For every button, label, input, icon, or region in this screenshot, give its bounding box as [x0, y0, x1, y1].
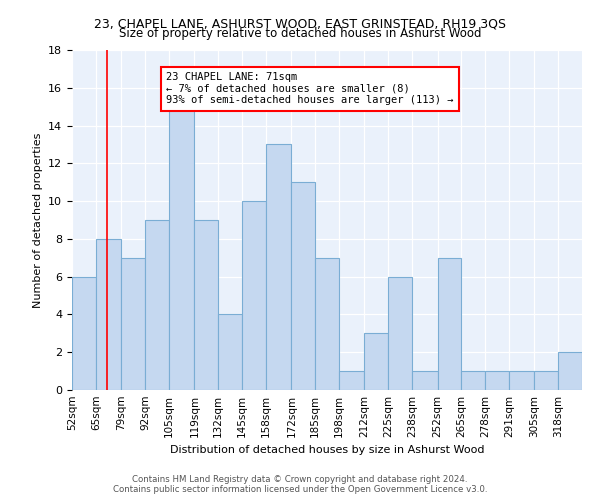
- Bar: [437, 258, 461, 390]
- Bar: [169, 106, 194, 390]
- Bar: [72, 276, 96, 390]
- Bar: [364, 334, 388, 390]
- Bar: [461, 371, 485, 390]
- Bar: [509, 371, 535, 390]
- Bar: [292, 182, 315, 390]
- Bar: [266, 144, 292, 390]
- Bar: [339, 371, 364, 390]
- Bar: [96, 239, 121, 390]
- Bar: [121, 258, 145, 390]
- X-axis label: Distribution of detached houses by size in Ashurst Wood: Distribution of detached houses by size …: [170, 446, 484, 456]
- Bar: [194, 220, 218, 390]
- Bar: [242, 201, 266, 390]
- Text: Contains HM Land Registry data © Crown copyright and database right 2024.
Contai: Contains HM Land Registry data © Crown c…: [113, 474, 487, 494]
- Bar: [145, 220, 169, 390]
- Y-axis label: Number of detached properties: Number of detached properties: [32, 132, 43, 308]
- Bar: [218, 314, 242, 390]
- Bar: [388, 276, 412, 390]
- Bar: [535, 371, 558, 390]
- Bar: [315, 258, 339, 390]
- Bar: [485, 371, 509, 390]
- Bar: [558, 352, 582, 390]
- Text: 23 CHAPEL LANE: 71sqm
← 7% of detached houses are smaller (8)
93% of semi-detach: 23 CHAPEL LANE: 71sqm ← 7% of detached h…: [166, 72, 454, 106]
- Bar: [412, 371, 437, 390]
- Text: 23, CHAPEL LANE, ASHURST WOOD, EAST GRINSTEAD, RH19 3QS: 23, CHAPEL LANE, ASHURST WOOD, EAST GRIN…: [94, 18, 506, 30]
- Text: Size of property relative to detached houses in Ashurst Wood: Size of property relative to detached ho…: [119, 28, 481, 40]
